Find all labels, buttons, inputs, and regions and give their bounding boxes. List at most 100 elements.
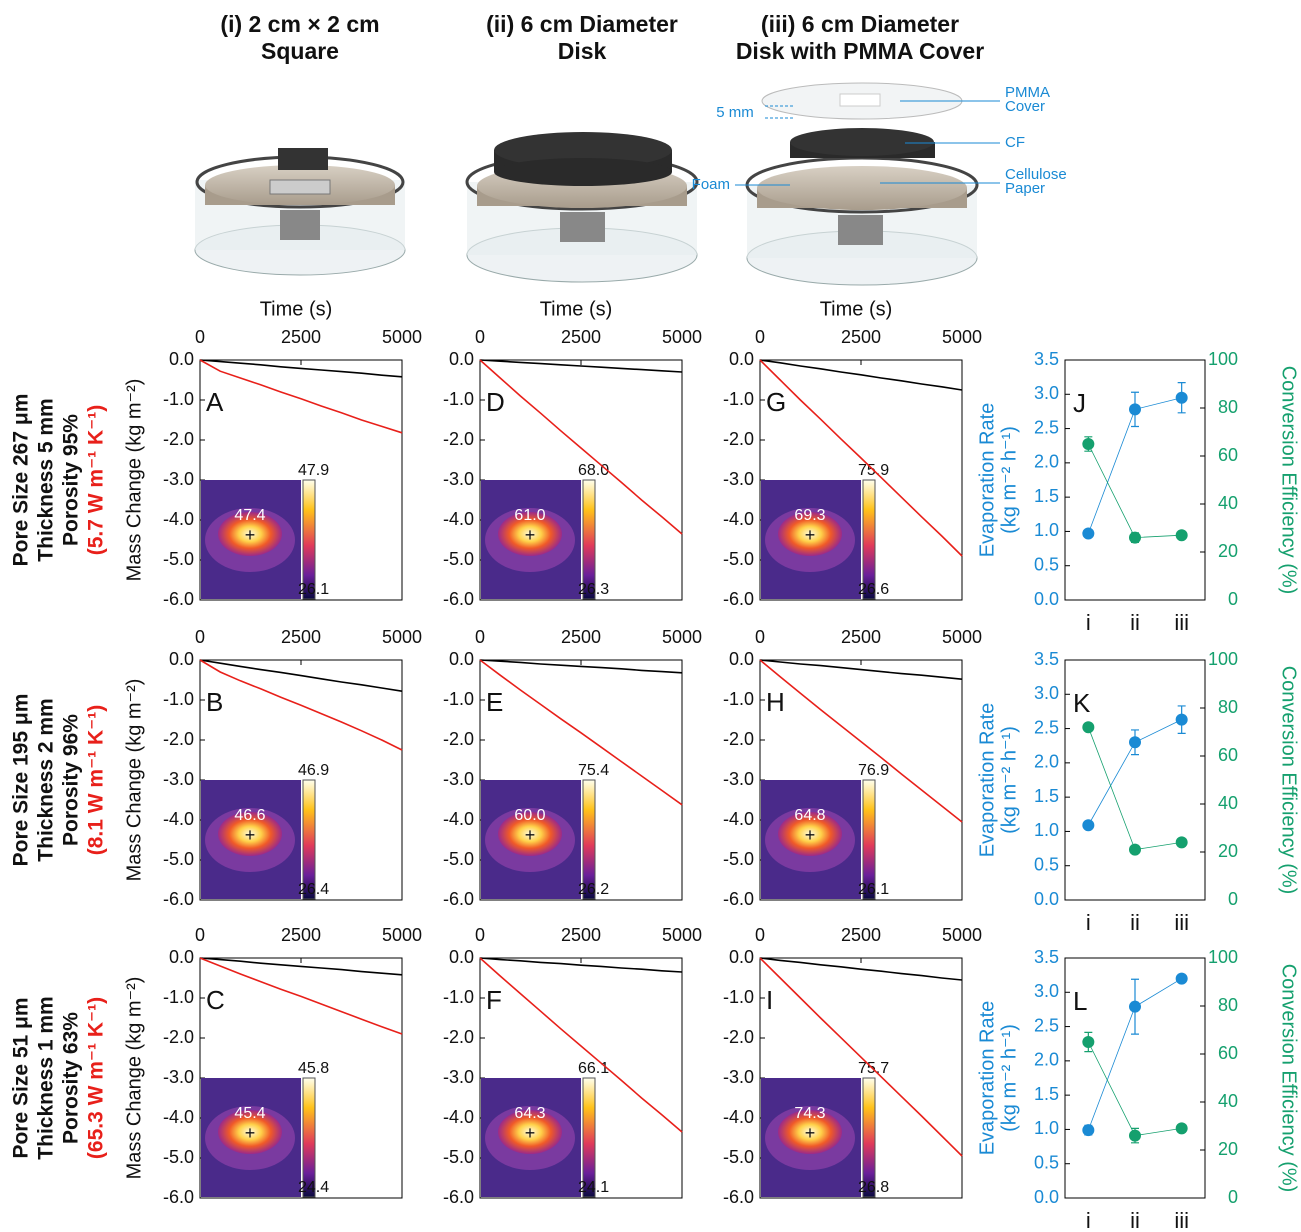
device-illustration (195, 148, 405, 275)
data-point (1129, 403, 1141, 415)
column-header: Disk with PMMA Cover (736, 38, 984, 64)
column-header: Disk (558, 38, 607, 64)
panel-letter: F (486, 985, 502, 1015)
x-tick-label: 0 (475, 327, 485, 347)
inset-min: 24.1 (578, 1179, 609, 1196)
thermal-cross: + (805, 825, 816, 845)
y-tick-label: -3.0 (723, 469, 754, 489)
y2-tick-label: 0 (1228, 1187, 1238, 1207)
y-tick-label: -5.0 (723, 1147, 754, 1167)
y-tick-label: -2.0 (723, 429, 754, 449)
data-point (1176, 392, 1188, 404)
panel-letter: D (486, 387, 505, 417)
x-tick-label: ii (1130, 610, 1140, 635)
y2-tick-label: 100 (1208, 349, 1238, 369)
y2-tick-label: 40 (1218, 493, 1238, 513)
inset-center: 45.4 (234, 1105, 265, 1122)
y-tick-label: -6.0 (723, 1187, 754, 1207)
y2-tick-label: 100 (1208, 947, 1238, 967)
x-tick-label: 2500 (841, 925, 881, 945)
x-tick-label: 5000 (662, 627, 702, 647)
x-tick-label: 5000 (662, 925, 702, 945)
y-tick-label: -3.0 (163, 769, 194, 789)
y-tick-label: 2.0 (1034, 1050, 1059, 1070)
y-tick-label: -1.0 (723, 987, 754, 1007)
data-point (1129, 736, 1141, 748)
inset-center: 47.4 (234, 507, 265, 524)
y-tick-label: -2.0 (163, 1027, 194, 1047)
x-axis-title: Time (s) (260, 298, 333, 320)
row-label: (65.3 W m⁻¹ K⁻¹) (85, 997, 108, 1159)
y-tick-label: 3.5 (1034, 947, 1059, 967)
y-axis-title: (kg m⁻² h⁻¹) (998, 426, 1020, 534)
y-tick-label: -4.0 (443, 809, 474, 829)
inset-min: 26.4 (298, 881, 329, 898)
y-tick-label: -1.0 (443, 389, 474, 409)
y-tick-label: 0.0 (729, 947, 754, 967)
y-tick-label: -2.0 (163, 429, 194, 449)
y-tick-label: -1.0 (163, 987, 194, 1007)
y-tick-label: 3.5 (1034, 649, 1059, 669)
y2-tick-label: 0 (1228, 889, 1238, 909)
y-axis-title: Evaporation Rate (976, 703, 998, 858)
data-point (1129, 1130, 1141, 1142)
y-tick-label: -5.0 (443, 1147, 474, 1167)
thermal-cross: + (525, 1123, 536, 1143)
x-axis-title: Time (s) (820, 298, 893, 320)
y-tick-label: -2.0 (723, 729, 754, 749)
y-tick-label: -5.0 (163, 549, 194, 569)
data-point (1176, 714, 1188, 726)
y-axis-title: Mass Change (kg m⁻²) (123, 977, 145, 1180)
y-tick-label: 2.5 (1034, 717, 1059, 737)
y-tick-label: -4.0 (163, 809, 194, 829)
y-tick-label: 2.5 (1034, 417, 1059, 437)
thermal-inset: +75.726.874.3 (761, 1060, 889, 1197)
data-line (200, 958, 402, 1034)
x-tick-label: 2500 (561, 627, 601, 647)
x-tick-label: 5000 (942, 627, 982, 647)
thermal-inset: +68.026.361.0 (481, 462, 609, 599)
y-tick-label: -1.0 (443, 987, 474, 1007)
x-tick-label: 0 (195, 327, 205, 347)
x-tick-label: 0 (755, 925, 765, 945)
data-line (1088, 444, 1181, 538)
y-tick-label: -3.0 (723, 769, 754, 789)
thermal-cross: + (245, 825, 256, 845)
y-tick-label: -4.0 (163, 1107, 194, 1127)
y-axis-title: Evaporation Rate (976, 1001, 998, 1156)
thermal-cross: + (525, 825, 536, 845)
y2-tick-label: 20 (1218, 841, 1238, 861)
y-tick-label: -6.0 (163, 1187, 194, 1207)
y-tick-label: 0.0 (449, 947, 474, 967)
row-label: Pore Size 267 μm (10, 394, 33, 567)
y-tick-label: -5.0 (443, 849, 474, 869)
y-tick-label: -5.0 (163, 849, 194, 869)
y-tick-label: -2.0 (723, 1027, 754, 1047)
inset-max: 76.9 (858, 762, 889, 779)
y-tick-label: 0.0 (729, 649, 754, 669)
panel-letter: H (766, 687, 785, 717)
inset-min: 26.6 (858, 581, 889, 598)
thermal-inset: +47.926.147.4 (201, 462, 329, 599)
inset-min: 26.8 (858, 1179, 889, 1196)
annotation: CF (1005, 134, 1025, 151)
x-tick-label: 5000 (942, 327, 982, 347)
row-label: Thickness 1 mm (35, 996, 58, 1159)
figure: (i) 2 cm × 2 cm Square (ii) 6 cm Diamete… (0, 0, 1301, 1232)
x-tick-label: iii (1174, 910, 1189, 935)
annotation: Foam (692, 176, 730, 193)
x-tick-label: 0 (195, 627, 205, 647)
y-tick-label: -6.0 (443, 1187, 474, 1207)
thermal-inset: +75.926.669.3 (761, 462, 889, 599)
x-tick-label: 0 (475, 925, 485, 945)
y-tick-label: -4.0 (163, 509, 194, 529)
y-tick-label: -4.0 (723, 509, 754, 529)
y-tick-label: -2.0 (443, 1027, 474, 1047)
y-tick-label: -1.0 (163, 389, 194, 409)
y-tick-label: 0.0 (1034, 589, 1059, 609)
thermal-inset: +76.926.164.8 (761, 762, 889, 899)
y-tick-label: 1.5 (1034, 486, 1059, 506)
y-tick-label: 1.5 (1034, 786, 1059, 806)
thermal-cross: + (245, 525, 256, 545)
thermal-cross: + (805, 1123, 816, 1143)
